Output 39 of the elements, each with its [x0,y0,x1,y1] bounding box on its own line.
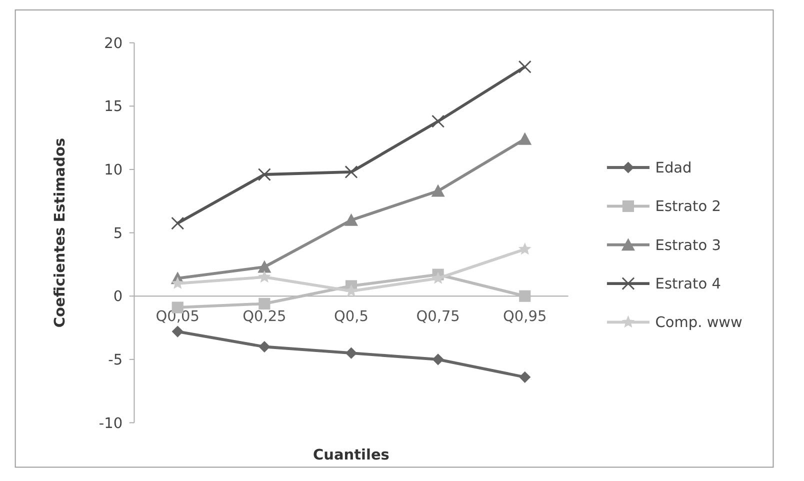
point [519,371,531,383]
legend-label: Comp. www [655,315,743,332]
point [258,260,272,273]
point [518,132,532,145]
x-tick-label: Q0,5 [334,309,368,326]
point [518,60,532,74]
legend-label: Edad [655,160,692,177]
point [172,326,184,338]
point [171,276,184,289]
y-tick-label: 15 [104,99,123,116]
point [432,354,444,366]
point [431,184,445,197]
legend-label: Estrato 3 [655,238,721,254]
point [344,284,358,296]
y-axis-title: Coeficientes Estimados [52,138,69,328]
x-tick-label: Q0,05 [156,309,200,326]
point [344,213,358,226]
point [344,165,358,179]
x-axis-title: Cuantiles [313,447,390,464]
point [258,298,270,310]
y-tick-label: 10 [104,162,123,179]
legend-label: Estrato 2 [655,199,721,216]
y-tick-label: 0 [113,289,123,306]
point [519,290,531,302]
point [171,216,184,230]
legend-label: Estrato 4 [655,276,721,293]
point [258,270,271,283]
point [258,340,270,353]
point [432,114,445,128]
y-tick-label: -5 [108,352,123,368]
y-tick-label: 20 [104,36,123,52]
point [345,347,358,359]
y-tick-label: -10 [98,416,123,432]
y-tick-label: 5 [113,226,123,242]
x-tick-label: Q0,75 [416,309,460,326]
point [258,168,271,182]
x-tick-label: Q0,95 [503,309,547,326]
point [518,242,532,255]
x-tick-label: Q0,25 [242,309,286,326]
